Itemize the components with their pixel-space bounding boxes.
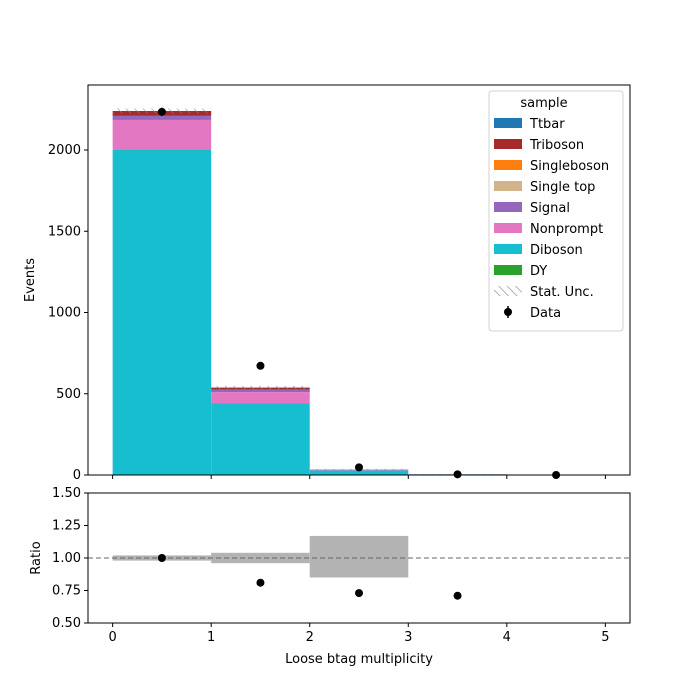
stat-unc-band: [211, 385, 310, 390]
legend-label: Triboson: [529, 138, 584, 153]
legend-swatch: [494, 286, 522, 296]
bar-diboson: [112, 150, 212, 475]
legend-label: Single top: [530, 180, 595, 195]
ratio-point: [157, 554, 166, 562]
ratio-unc-band: [309, 535, 409, 578]
ratio-panel: 0.50 0.75 1.00 1.25 1.50 0 1 2 3 4 5 Ratio Loose bta…: [29, 486, 631, 667]
legend-marker: [504, 308, 512, 316]
legend-swatch: [494, 244, 522, 254]
ratio-point: [355, 589, 363, 598]
bar-nonprompt: [211, 392, 310, 404]
legend: sample Ttbar Triboson Singleboson Single top…: [488, 90, 624, 332]
x-axis-label: Loose btag multiplicity: [285, 652, 433, 667]
bar-signal: [112, 115, 212, 120]
legend-label: Data: [530, 306, 561, 321]
y-tick-label: 1000: [48, 306, 81, 321]
legend-swatch: [494, 118, 522, 128]
ratio-point: [256, 578, 265, 587]
legend-label: Singleboson: [530, 159, 609, 174]
legend-label: Signal: [530, 201, 570, 216]
bar-diboson: [211, 403, 310, 475]
x-tick-label: 0: [108, 630, 116, 645]
y-axis-label: Events: [23, 258, 38, 302]
x-tick-label: 3: [404, 630, 412, 645]
y-tick-label: 500: [56, 387, 81, 402]
y-tick-label: 1500: [48, 224, 81, 239]
ratio-y-tick-label: 1.50: [52, 486, 81, 501]
data-point: [453, 470, 462, 479]
legend-title: sample: [520, 96, 567, 111]
data-point: [355, 463, 363, 472]
ratio-y-tick-label: 0.50: [52, 616, 81, 631]
legend-label: Nonprompt: [530, 222, 603, 237]
legend-swatch: [494, 139, 522, 149]
data-point: [256, 361, 265, 370]
y-tick-label: 2000: [48, 143, 81, 158]
ratio-y-tick-label: 1.25: [52, 519, 81, 534]
bar-nonprompt: [112, 119, 212, 150]
y-tick-label: 0: [73, 468, 81, 483]
legend-swatch: [494, 160, 522, 170]
legend-swatch: [494, 202, 522, 212]
ratio-y-axis-label: Ratio: [29, 541, 44, 574]
ratio-point: [453, 591, 462, 600]
legend-swatch: [494, 265, 522, 275]
legend-label: DY: [530, 264, 547, 279]
legend-box: [488, 90, 624, 332]
bar-signal: [211, 389, 310, 393]
x-tick-label: 5: [601, 630, 609, 645]
x-tick-label: 2: [306, 630, 314, 645]
x-tick-label: 4: [503, 630, 511, 645]
x-tick-label: 1: [207, 630, 215, 645]
legend-label: Ttbar: [529, 117, 565, 132]
legend-label: Diboson: [530, 243, 583, 258]
legend-swatch: [494, 223, 522, 233]
ratio-y-tick-label: 1.00: [52, 551, 81, 566]
legend-label: Stat. Unc.: [530, 285, 594, 300]
bar-diboson: [309, 470, 409, 475]
main-axes-frame: [87, 84, 631, 476]
data-point: [157, 107, 166, 116]
ratio-y-tick-label: 0.75: [52, 584, 81, 599]
main-panel: 0 500 1000 1500 2000 Events: [23, 84, 631, 483]
legend-swatch: [494, 181, 522, 191]
